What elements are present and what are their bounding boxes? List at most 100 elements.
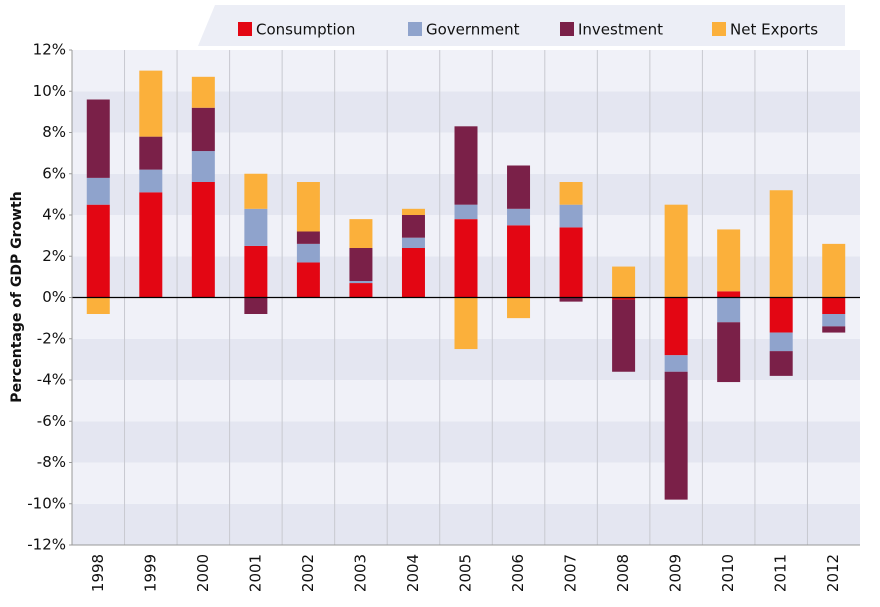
x-tick-label: 2003 (351, 554, 369, 592)
bar-segment (454, 204, 478, 220)
x-tick-label: 1998 (89, 554, 107, 592)
bar-segment (822, 297, 846, 314)
bar-segment (769, 332, 793, 352)
bar-segment (401, 208, 425, 215)
x-tick-label: 1999 (141, 554, 159, 592)
bar-segment (454, 219, 478, 298)
bar-segment (507, 297, 531, 319)
band (72, 421, 860, 463)
y-axis-label: Percentage of GDP Growth (9, 191, 25, 402)
bar-segment (296, 182, 320, 232)
bar-segment (454, 126, 478, 205)
legend-label: Net Exports (730, 21, 818, 39)
bar-segment (349, 219, 373, 248)
bar-segment (717, 291, 741, 298)
bar-segment (664, 297, 688, 356)
bar-segment (296, 243, 320, 263)
x-tick-label: 2008 (614, 554, 632, 592)
legend-swatch (712, 22, 726, 36)
bar-segment (454, 297, 478, 350)
legend-label: Investment (578, 21, 663, 39)
bar-segment (664, 204, 688, 298)
bar-segment (139, 136, 163, 170)
x-tick-label: 2005 (457, 554, 475, 592)
bar-segment (717, 322, 741, 383)
bar-segment (349, 248, 373, 281)
bar-segment (769, 190, 793, 298)
y-tick-label: 12% (33, 41, 66, 59)
bar-segment (822, 243, 846, 298)
band (72, 462, 860, 504)
y-tick-label: 10% (33, 82, 66, 100)
x-tick-label: 2012 (824, 554, 842, 592)
bar-segment (507, 208, 531, 226)
y-tick-label: 0% (42, 288, 66, 306)
bar-segment (296, 231, 320, 244)
bar-segment (559, 297, 583, 302)
y-tick-label: 6% (42, 164, 66, 182)
y-tick-label: 4% (42, 206, 66, 224)
bar-segment (559, 182, 583, 205)
legend-swatch (238, 22, 252, 36)
x-tick-label: 2001 (246, 554, 264, 592)
bar-segment (401, 248, 425, 298)
legend-label: Consumption (256, 21, 355, 39)
band (72, 503, 860, 545)
y-tick-label: 2% (42, 247, 66, 265)
bar-segment (86, 99, 110, 178)
bar-segment (86, 177, 110, 205)
x-tick-label: 2004 (404, 554, 422, 592)
y-tick-label: -4% (37, 371, 66, 389)
bar-segment (191, 151, 215, 182)
bar-segment (822, 326, 846, 333)
x-tick-label: 2000 (194, 554, 212, 592)
legend-panel (198, 5, 845, 46)
bar-segment (139, 169, 163, 193)
bar-segment (86, 297, 110, 314)
bar-segment (717, 229, 741, 292)
bar-segment (244, 173, 268, 209)
bar-segment (349, 281, 373, 284)
bar-segment (769, 297, 793, 333)
y-tick-label: -10% (27, 494, 66, 512)
legend-label: Government (426, 21, 520, 39)
bar-segment (401, 215, 425, 238)
bar-segment (612, 266, 636, 298)
y-tick-label: -12% (27, 536, 66, 554)
bar-segment (612, 297, 636, 300)
bar-segment (401, 237, 425, 248)
bar-segment (191, 107, 215, 152)
bar-segment (191, 76, 215, 108)
band (72, 50, 860, 92)
bar-segment (507, 165, 531, 209)
x-tick-label: 2011 (772, 554, 790, 592)
x-tick-label: 2006 (509, 554, 527, 592)
band (72, 380, 860, 422)
bar-segment (559, 227, 583, 298)
bar-segment (244, 297, 268, 314)
y-tick-label: -6% (37, 412, 66, 430)
x-tick-label: 2009 (667, 554, 685, 592)
bar-segment (139, 70, 163, 137)
bar-segment (349, 283, 373, 298)
legend-swatch (560, 22, 574, 36)
x-tick-label: 2002 (299, 554, 317, 592)
bar-segment (664, 355, 688, 372)
bar-segment (507, 225, 531, 298)
bar-segment (296, 262, 320, 298)
bar-segment (769, 351, 793, 376)
bar-segment (244, 208, 268, 246)
bar-segment (139, 192, 163, 298)
y-tick-label: -8% (37, 453, 66, 471)
bar-segment (717, 297, 741, 323)
bar-segment (191, 182, 215, 298)
bar-segment (822, 314, 846, 327)
bar-segment (559, 204, 583, 228)
x-tick-label: 2010 (719, 554, 737, 592)
y-tick-label: 8% (42, 123, 66, 141)
legend-swatch (408, 22, 422, 36)
bar-segment (612, 299, 636, 372)
bar-segment (244, 245, 268, 298)
y-tick-label: -2% (37, 329, 66, 347)
